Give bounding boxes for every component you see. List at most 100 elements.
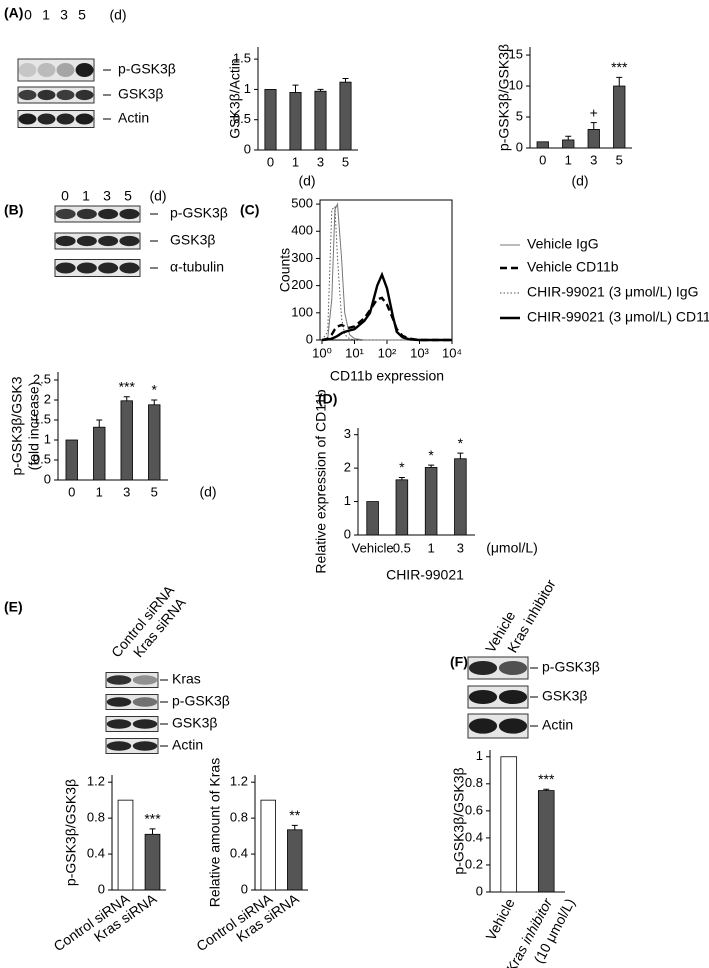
bar: [395, 479, 409, 536]
blot-band: [37, 62, 56, 78]
y-axis-label: p-GSK3β/GSK3: [9, 376, 25, 475]
y-tick-label: 0: [306, 331, 313, 346]
blot-band: [119, 208, 140, 220]
bar: [424, 467, 438, 536]
blot-strip: [54, 205, 141, 223]
y-tick-label: 0: [44, 471, 51, 486]
x-tick-label: 0: [539, 152, 546, 167]
y-tick-label: 2: [344, 460, 351, 475]
lane-label: 0: [24, 7, 32, 23]
y-axis-label: GSK3β/Actin: [227, 58, 243, 138]
blot-strip: [54, 232, 141, 250]
panel-label: (B): [4, 202, 23, 218]
bar: [264, 89, 277, 151]
blot-band: [56, 89, 75, 101]
blot-band: [132, 697, 158, 707]
error-bar: [543, 788, 550, 791]
blot-band: [106, 741, 132, 751]
significance-mark: ***: [119, 379, 136, 395]
band-label: p-GSK3β: [172, 693, 230, 709]
legend-label: CHIR-99021 (3 μmol/L) CD11b: [527, 309, 709, 325]
bar: [454, 458, 467, 536]
y-tick-label: 100: [291, 304, 313, 319]
x-tick-label: 3: [123, 484, 130, 499]
y-tick-label: 1.2: [87, 774, 105, 789]
x-tick-label: 10¹: [345, 345, 364, 360]
significance-mark: ***: [538, 771, 555, 787]
lane-unit: (d): [109, 7, 126, 23]
y-tick-label: 0.8: [230, 810, 248, 825]
bar: [120, 400, 133, 481]
panel-label: (D): [318, 391, 337, 407]
y-tick-label: 0: [516, 139, 523, 154]
blot-strip: [54, 259, 141, 277]
y-tick-label: 0: [98, 881, 105, 896]
bar: [93, 426, 106, 481]
error-bar: [616, 76, 623, 87]
significance-mark: *: [152, 382, 158, 398]
x-tick-label: 3: [457, 540, 464, 555]
y-tick-label: 10: [509, 77, 523, 92]
y-axis-label: p-GSK3β/GSK3β: [63, 779, 79, 886]
x-tick-label: 5: [616, 152, 623, 167]
x-tick-label: 10⁰: [312, 345, 332, 360]
blot-band: [18, 62, 37, 78]
bar: [366, 501, 379, 536]
y-tick-label: 0.4: [465, 829, 483, 844]
blot-band: [468, 718, 498, 734]
panel-label: (E): [4, 599, 23, 615]
legend-label: Vehicle IgG: [527, 236, 599, 252]
lane-label: 3: [103, 188, 111, 204]
blot-band: [498, 689, 528, 705]
band-label: Actin: [542, 717, 573, 733]
y-tick-label: 0.4: [230, 846, 248, 861]
blot-band: [76, 235, 97, 247]
y-axis-label: (fold increase): [26, 382, 42, 471]
lane-label: 1: [82, 188, 90, 204]
bar: [287, 829, 303, 891]
y-tick-label: 0: [241, 881, 248, 896]
band-label: Actin: [118, 110, 149, 126]
band-label: p-GSK3β: [170, 205, 228, 221]
significance-mark: *: [399, 459, 405, 475]
blot-band: [55, 262, 76, 274]
y-tick-label: 200: [291, 277, 313, 292]
lane-label: 0: [61, 188, 69, 204]
x-tick-label: 1: [428, 540, 435, 555]
bar: [260, 799, 276, 891]
bar: [613, 85, 626, 149]
error-bar: [317, 88, 324, 92]
blot-band: [132, 741, 158, 751]
lane-label: 5: [78, 7, 86, 23]
blot-band: [55, 208, 76, 220]
band-label: Actin: [172, 737, 203, 753]
error-bar: [149, 828, 156, 835]
x-tick-label: 1: [292, 154, 299, 169]
bar: [117, 799, 134, 891]
y-tick-label: 400: [291, 223, 313, 238]
series-line: [321, 271, 452, 342]
blot-band: [98, 208, 119, 220]
bar: [65, 439, 78, 481]
x-axis-label: CHIR-99021: [386, 567, 464, 583]
y-tick-label: 2: [44, 391, 51, 406]
x-tick-label: 10⁴: [442, 345, 462, 360]
blot-band: [498, 660, 528, 676]
x-axis-label: (d): [298, 173, 315, 189]
blot-band: [132, 719, 158, 729]
y-tick-label: 0: [244, 141, 251, 156]
blot-band: [119, 262, 140, 274]
error-bar: [457, 452, 464, 459]
x-tick-label: 1: [565, 152, 572, 167]
plot-frame: [319, 199, 453, 341]
y-axis-label: Relative expression of CD11b: [313, 389, 329, 573]
blot-band: [468, 689, 498, 705]
panel-label: (C): [240, 202, 259, 218]
blot-band: [76, 262, 97, 274]
blot-band: [106, 697, 132, 707]
y-tick-label: 500: [291, 196, 313, 211]
blot-band: [56, 113, 75, 125]
bar: [536, 141, 549, 149]
